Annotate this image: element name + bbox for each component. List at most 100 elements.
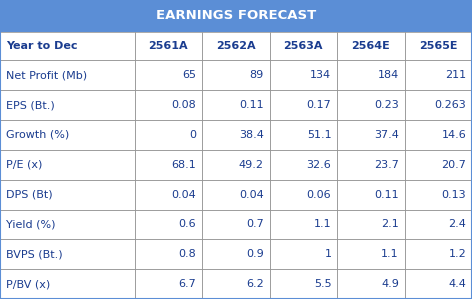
Bar (337, 32, 405, 60)
Text: Yield (%): Yield (%) (6, 219, 55, 229)
Text: 68.1: 68.1 (172, 160, 196, 170)
Text: 0.04: 0.04 (239, 190, 264, 200)
Text: 14.6: 14.6 (442, 130, 466, 140)
Text: 0.06: 0.06 (307, 190, 331, 200)
Bar (405, 120, 472, 150)
Bar (270, 269, 337, 299)
Text: P/BV (x): P/BV (x) (6, 279, 50, 289)
Bar (202, 210, 270, 239)
Text: 0.7: 0.7 (246, 219, 264, 229)
Text: 0.11: 0.11 (374, 190, 399, 200)
Text: 0.9: 0.9 (246, 249, 264, 259)
Bar (0, 150, 135, 180)
Bar (135, 239, 202, 269)
Bar (405, 32, 472, 60)
Text: 51.1: 51.1 (307, 130, 331, 140)
Text: 4.4: 4.4 (448, 279, 466, 289)
Text: 0.8: 0.8 (178, 249, 196, 259)
Text: 0.11: 0.11 (239, 100, 264, 110)
Bar (405, 60, 472, 90)
Text: 89: 89 (250, 70, 264, 80)
Text: 49.2: 49.2 (239, 160, 264, 170)
Bar (0, 210, 135, 239)
Text: 0.04: 0.04 (172, 190, 196, 200)
Bar (202, 90, 270, 120)
Text: 211: 211 (445, 70, 466, 80)
Text: EARNINGS FORECAST: EARNINGS FORECAST (156, 10, 316, 22)
Bar (0, 239, 135, 269)
Text: 0.17: 0.17 (307, 100, 331, 110)
Text: 0: 0 (189, 130, 196, 140)
Text: 23.7: 23.7 (374, 160, 399, 170)
Bar (337, 269, 405, 299)
Bar (337, 239, 405, 269)
Bar (0, 60, 135, 90)
Text: 0.13: 0.13 (442, 190, 466, 200)
Bar (0, 90, 135, 120)
Text: EPS (Bt.): EPS (Bt.) (6, 100, 54, 110)
Bar (270, 60, 337, 90)
Bar (337, 210, 405, 239)
Bar (270, 150, 337, 180)
Text: 1.1: 1.1 (381, 249, 399, 259)
Bar (405, 150, 472, 180)
Bar (135, 90, 202, 120)
Text: 0.263: 0.263 (435, 100, 466, 110)
Bar (202, 239, 270, 269)
Text: 2562A: 2562A (216, 41, 255, 51)
Text: Growth (%): Growth (%) (6, 130, 69, 140)
Bar (405, 90, 472, 120)
Bar (405, 239, 472, 269)
Bar (0, 180, 135, 210)
Bar (202, 32, 270, 60)
Text: 6.7: 6.7 (178, 279, 196, 289)
Text: 5.5: 5.5 (314, 279, 331, 289)
Text: 0.6: 0.6 (179, 219, 196, 229)
Bar (337, 90, 405, 120)
Bar (0, 0, 472, 32)
Text: 184: 184 (378, 70, 399, 80)
Text: 1.1: 1.1 (314, 219, 331, 229)
Bar (337, 60, 405, 90)
Bar (405, 210, 472, 239)
Bar (270, 239, 337, 269)
Bar (337, 120, 405, 150)
Bar (202, 150, 270, 180)
Bar (270, 210, 337, 239)
Text: 65: 65 (182, 70, 196, 80)
Text: 0.23: 0.23 (374, 100, 399, 110)
Text: 38.4: 38.4 (239, 130, 264, 140)
Bar (135, 269, 202, 299)
Bar (270, 120, 337, 150)
Text: 2.4: 2.4 (448, 219, 466, 229)
Bar (270, 90, 337, 120)
Text: 2564E: 2564E (351, 41, 390, 51)
Text: BVPS (Bt.): BVPS (Bt.) (6, 249, 62, 259)
Bar (270, 180, 337, 210)
Bar (135, 150, 202, 180)
Bar (202, 180, 270, 210)
Text: DPS (Bt): DPS (Bt) (6, 190, 52, 200)
Text: Net Profit (Mb): Net Profit (Mb) (6, 70, 87, 80)
Bar (337, 150, 405, 180)
Bar (405, 180, 472, 210)
Bar (202, 269, 270, 299)
Text: 1: 1 (324, 249, 331, 259)
Text: 4.9: 4.9 (381, 279, 399, 289)
Bar (0, 32, 135, 60)
Text: 2565E: 2565E (419, 41, 457, 51)
Bar (405, 269, 472, 299)
Bar (135, 180, 202, 210)
Bar (135, 60, 202, 90)
Text: P/E (x): P/E (x) (6, 160, 42, 170)
Text: 2561A: 2561A (149, 41, 188, 51)
Bar (270, 32, 337, 60)
Text: 32.6: 32.6 (307, 160, 331, 170)
Text: 0.08: 0.08 (172, 100, 196, 110)
Text: 134: 134 (310, 70, 331, 80)
Bar (0, 269, 135, 299)
Text: 2.1: 2.1 (381, 219, 399, 229)
Bar (135, 120, 202, 150)
Bar (337, 180, 405, 210)
Text: 37.4: 37.4 (374, 130, 399, 140)
